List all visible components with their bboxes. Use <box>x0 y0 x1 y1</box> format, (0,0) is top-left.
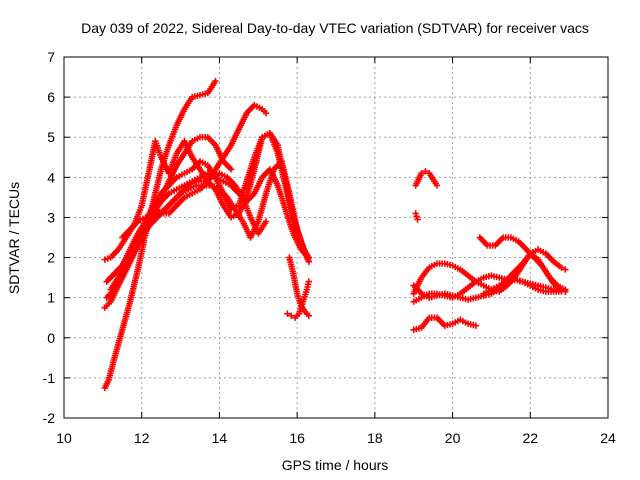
y-tick-label: -1 <box>43 370 56 386</box>
y-tick-label: 3 <box>47 209 55 225</box>
y-tick-label: 5 <box>47 129 55 145</box>
data-point <box>412 210 419 217</box>
data-point <box>305 312 312 319</box>
data-point <box>562 288 569 295</box>
x-tick-label: 20 <box>445 430 461 446</box>
series-trace-18 <box>480 276 569 297</box>
y-tick-label: 1 <box>47 290 55 306</box>
data-point <box>288 312 295 319</box>
data-point <box>212 77 219 85</box>
x-tick-label: 22 <box>522 430 538 446</box>
data-point <box>413 213 420 220</box>
series-trace-8 <box>111 134 235 277</box>
data-point <box>305 258 312 265</box>
chart-title: Day 039 of 2022, Sidereal Day-to-day VTE… <box>81 20 589 36</box>
data-point <box>262 218 270 225</box>
x-tick-label: 16 <box>289 430 305 446</box>
x-tick-label: 24 <box>600 430 616 446</box>
series-trace-16 <box>410 314 480 333</box>
y-tick-label: 7 <box>47 49 55 65</box>
data-point <box>433 182 441 189</box>
y-tick-label: 4 <box>47 169 55 185</box>
y-tick-label: 2 <box>47 250 55 266</box>
data-point <box>227 166 235 173</box>
series-trace-17 <box>476 234 569 293</box>
y-tick-label: 0 <box>47 330 55 346</box>
data-point <box>262 110 270 117</box>
data-points <box>101 77 569 392</box>
series-trace-7 <box>119 101 270 241</box>
x-tick-label: 14 <box>212 430 228 446</box>
x-tick-label: 12 <box>134 430 150 446</box>
data-point <box>284 310 291 317</box>
data-point <box>562 266 569 273</box>
series-trace-10 <box>286 254 312 319</box>
series-trace-12 <box>412 210 421 223</box>
data-point <box>305 278 312 285</box>
data-point <box>472 322 480 329</box>
x-tick-label: 10 <box>56 430 72 446</box>
y-axis-title: SDTVAR / TECUs <box>6 182 22 294</box>
x-axis-title: GPS time / hours <box>282 457 389 473</box>
plot-frame <box>63 56 609 419</box>
y-tick-label: -2 <box>43 410 56 426</box>
series-trace-11 <box>412 168 441 189</box>
data-point <box>414 216 421 223</box>
y-tick-label: 6 <box>47 89 55 105</box>
x-tick-label: 18 <box>367 430 383 446</box>
data-point <box>422 168 429 175</box>
data-point <box>558 264 565 271</box>
data-point <box>558 286 565 293</box>
series-trace-1 <box>101 77 219 392</box>
data-point <box>418 170 425 177</box>
